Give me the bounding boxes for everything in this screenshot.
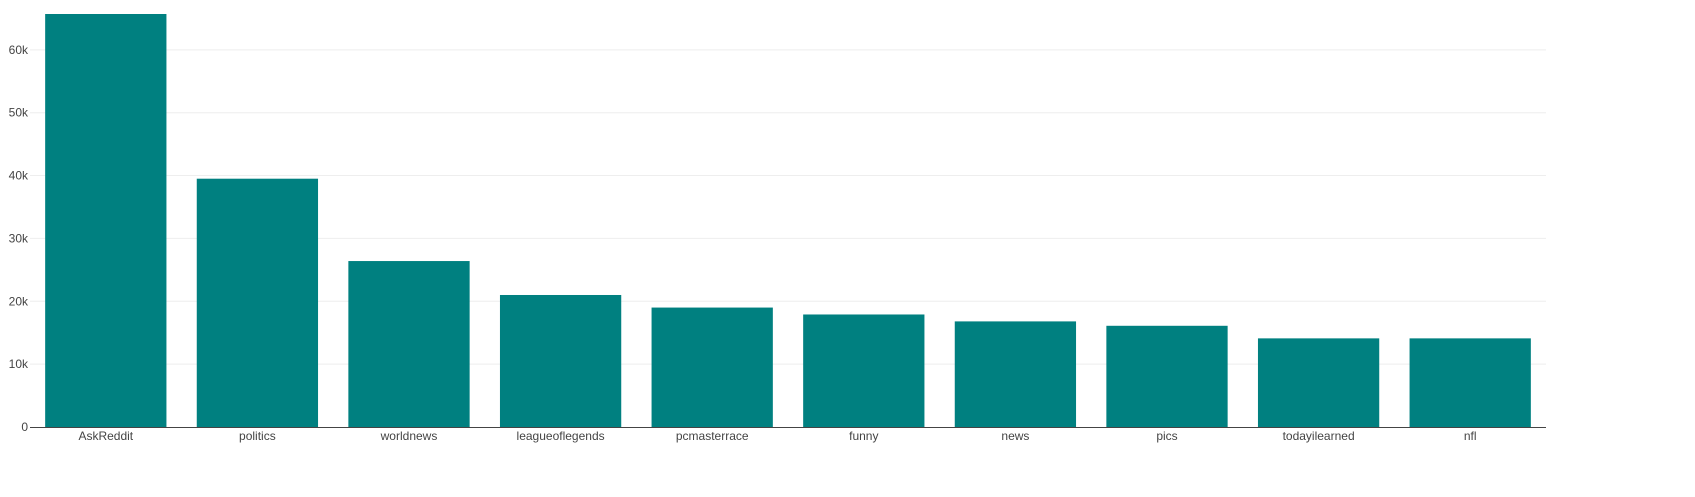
bars [45, 14, 1531, 427]
x-tick-label: todayilearned [1283, 429, 1355, 443]
x-tick-label: politics [239, 429, 276, 443]
x-tick-label: AskReddit [78, 429, 133, 443]
x-tick-label: worldnews [380, 429, 438, 443]
x-tick-label: pcmasterrace [676, 429, 749, 443]
bar-nfl[interactable] [1409, 338, 1531, 427]
x-axis-ticks: AskReddit politics worldnews leagueoflegend… [78, 429, 1476, 443]
y-tick-label: 50k [9, 106, 29, 120]
x-tick-label: pics [1156, 429, 1177, 443]
x-tick-label: funny [849, 429, 878, 443]
bar-funny[interactable] [803, 314, 925, 427]
x-tick-label: leagueoflegends [517, 429, 605, 443]
y-tick-label: 30k [9, 231, 29, 245]
y-tick-label: 20k [9, 294, 29, 308]
bar-news[interactable] [954, 321, 1077, 427]
y-axis-ticks: 0 10k 20k 30k 40k 50k 60k [9, 43, 29, 434]
bar-pics[interactable] [1106, 325, 1228, 427]
bar-worldnews[interactable] [348, 261, 470, 427]
x-tick-label: news [1001, 429, 1029, 443]
bar-politics[interactable] [196, 178, 319, 427]
bar-pcmasterrace[interactable] [651, 307, 773, 427]
y-tick-label: 10k [9, 357, 29, 371]
bar-leagueoflegends[interactable] [499, 294, 622, 427]
y-tick-label: 0 [21, 420, 28, 434]
x-tick-label: nfl [1464, 429, 1477, 443]
y-tick-label: 60k [9, 43, 29, 57]
bar-askreddit[interactable] [45, 14, 167, 427]
bar-todayilearned[interactable] [1257, 338, 1380, 427]
y-tick-label: 40k [9, 169, 29, 183]
